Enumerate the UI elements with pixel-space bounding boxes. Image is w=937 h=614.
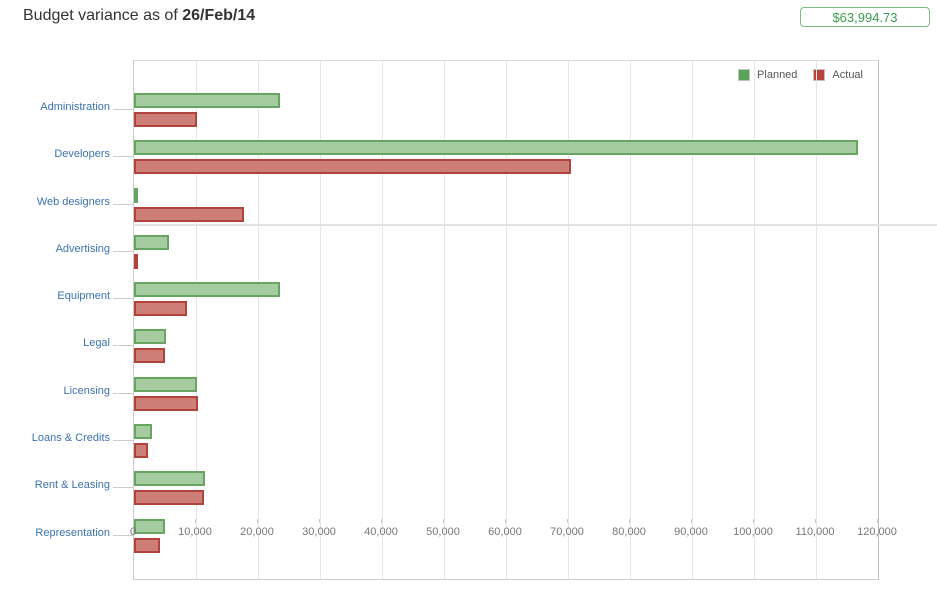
actual-bar (134, 396, 198, 411)
separator-line (133, 224, 937, 226)
x-axis-label: 80,000 (612, 526, 646, 538)
x-axis-tick (133, 519, 134, 523)
chart-legend: Planned Actual (738, 69, 863, 81)
gridline (320, 61, 321, 579)
category-label[interactable]: Web designers (36, 196, 110, 208)
planned-bar (134, 329, 166, 344)
category-tick (113, 440, 134, 441)
category-tick (113, 535, 134, 536)
legend-label-planned: Planned (757, 69, 798, 81)
x-axis-tick (381, 519, 382, 523)
gridline (444, 61, 445, 579)
x-axis-tick (877, 519, 878, 523)
x-axis-tick (629, 519, 630, 523)
planned-bar (134, 471, 205, 486)
legend-label-actual: Actual (832, 69, 863, 81)
planned-bar (134, 188, 138, 203)
category-label[interactable]: Equipment (57, 290, 110, 302)
x-axis-tick (195, 519, 196, 523)
x-axis-tick (443, 519, 444, 523)
planned-bar (134, 377, 197, 392)
actual-bar (134, 301, 187, 316)
page-title-prefix: Budget variance as of (23, 7, 183, 24)
x-axis-tick (815, 519, 816, 523)
x-axis-tick (257, 519, 258, 523)
category-tick (113, 393, 134, 394)
category-label[interactable]: Loans & Credits (31, 432, 110, 444)
actual-bar (134, 254, 138, 269)
x-axis-tick (567, 519, 568, 523)
actual-bar (134, 112, 197, 127)
category-tick (113, 204, 134, 205)
x-axis-tick (319, 519, 320, 523)
actual-bar (134, 490, 204, 505)
category-tick (113, 251, 134, 252)
category-tick (113, 298, 134, 299)
actual-bar (134, 443, 148, 458)
page-title-date: 26/Feb/14 (182, 7, 256, 24)
category-tick (113, 109, 134, 110)
x-axis-label: 40,000 (364, 526, 398, 538)
category-label[interactable]: Legal (83, 337, 110, 349)
category-label[interactable]: Developers (54, 148, 110, 160)
gridline (816, 61, 817, 579)
actual-bar (134, 159, 571, 174)
gridline (692, 61, 693, 579)
x-axis-label: 50,000 (426, 526, 460, 538)
gridline (630, 61, 631, 579)
x-axis-label: 70,000 (550, 526, 584, 538)
category-label[interactable]: Rent & Leasing (34, 479, 110, 491)
gridline (754, 61, 755, 579)
category-tick (113, 487, 134, 488)
planned-bar (134, 93, 280, 108)
gridline (506, 61, 507, 579)
x-axis-label: 10,000 (178, 526, 212, 538)
gridline (196, 61, 197, 579)
category-tick (113, 345, 134, 346)
category-label[interactable]: Licensing (63, 385, 110, 397)
total-variance-badge: $63,994.73 (800, 7, 930, 27)
planned-bar (134, 140, 858, 155)
actual-bar (134, 207, 244, 222)
x-axis-tick (753, 519, 754, 523)
category-label[interactable]: Advertising (55, 243, 110, 255)
x-axis-label: 20,000 (240, 526, 274, 538)
planned-bar (134, 235, 169, 250)
x-axis-label: 90,000 (674, 526, 708, 538)
x-axis-label: 100,000 (733, 526, 773, 538)
planned-swatch-icon (738, 69, 751, 81)
x-axis-label: 120,000 (857, 526, 897, 538)
x-axis-label: 30,000 (302, 526, 336, 538)
gridline (258, 61, 259, 579)
category-label[interactable]: Administration (40, 101, 110, 113)
x-axis-label: 0 (129, 526, 137, 538)
x-axis-tick (691, 519, 692, 523)
x-axis-label: 60,000 (488, 526, 522, 538)
x-axis-label: 110,000 (795, 526, 835, 538)
gridline (568, 61, 569, 579)
planned-bar (134, 282, 280, 297)
actual-bar (134, 348, 165, 363)
planned-bar (134, 424, 152, 439)
gridline (382, 61, 383, 579)
x-axis-tick (505, 519, 506, 523)
category-tick (113, 156, 134, 157)
planned-bar (134, 519, 165, 534)
page-title: Budget variance as of 26/Feb/14 (23, 7, 255, 25)
category-label[interactable]: Representation (35, 527, 110, 539)
actual-bar (134, 538, 160, 553)
chart-plot-area: Planned Actual (113, 60, 879, 580)
